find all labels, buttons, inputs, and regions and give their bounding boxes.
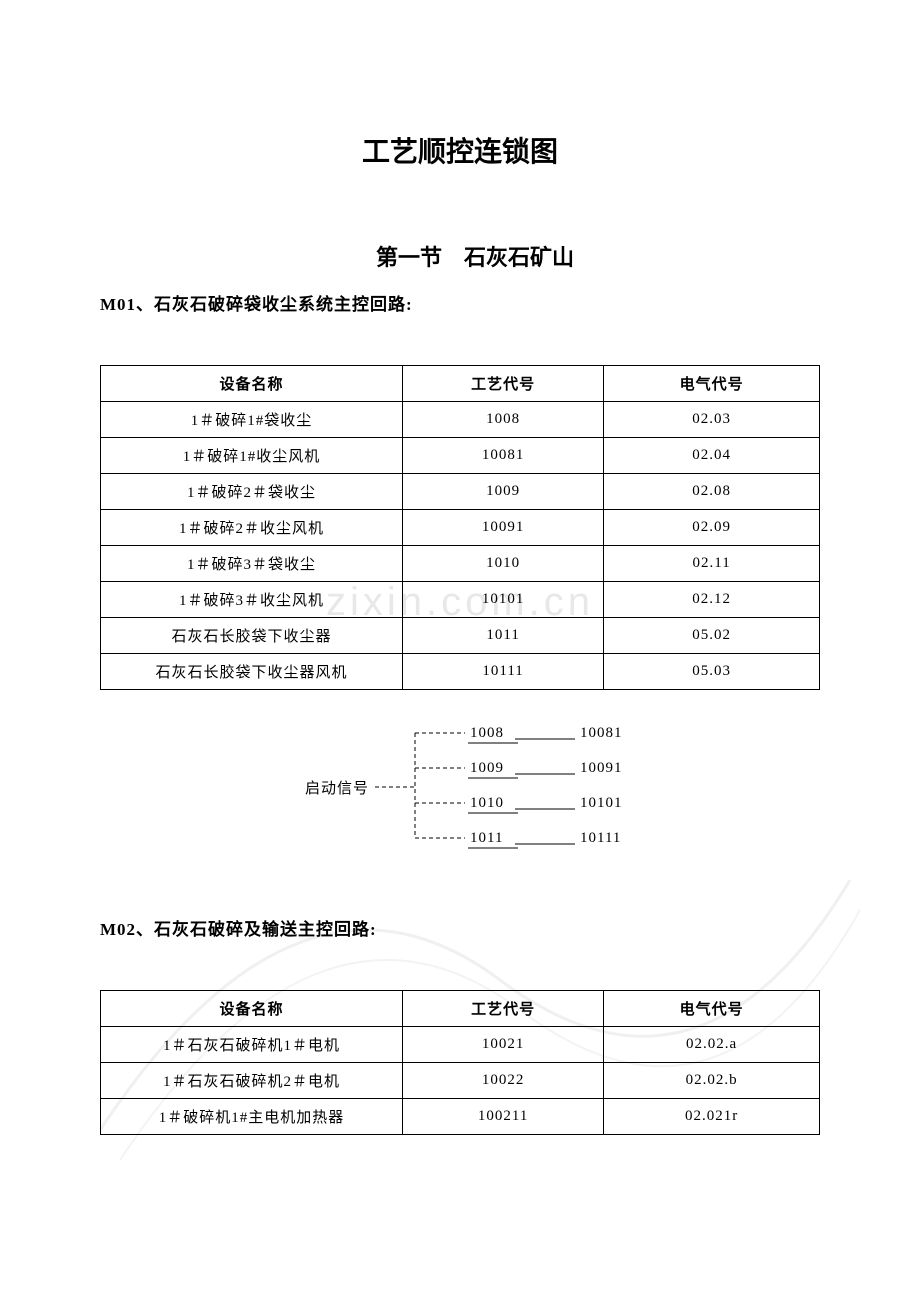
table-cell: 1＃破碎2＃收尘风机 <box>101 510 403 546</box>
section-title: 第一节 石灰石矿山 <box>100 240 820 272</box>
table-cell: 05.03 <box>604 654 820 690</box>
table-cell: 10111 <box>402 654 603 690</box>
table-cell: 02.02.a <box>604 1027 820 1063</box>
table-cell: 1010 <box>402 546 603 582</box>
table-row: 1＃破碎2＃收尘风机1009102.09 <box>101 510 820 546</box>
diagram-lines <box>100 710 820 875</box>
diagram-node: 1009 <box>470 760 504 777</box>
diagram-node: 10101 <box>580 795 623 812</box>
table-cell: 1011 <box>402 618 603 654</box>
table-cell: 10081 <box>402 438 603 474</box>
table-row: 1＃石灰石破碎机2＃电机1002202.02.b <box>101 1063 820 1099</box>
table-row: 1＃破碎1#收尘风机1008102.04 <box>101 438 820 474</box>
table-cell: 02.02.b <box>604 1063 820 1099</box>
col-header-elec: 电气代号 <box>604 366 820 402</box>
table-cell: 1＃破碎3＃袋收尘 <box>101 546 403 582</box>
table-cell: 05.02 <box>604 618 820 654</box>
col-header-proc: 工艺代号 <box>402 366 603 402</box>
diagram-node: 启动信号 <box>305 777 369 798</box>
table-header-row: 设备名称 工艺代号 电气代号 <box>101 366 820 402</box>
table-row: 1＃破碎3＃收尘风机1010102.12 <box>101 582 820 618</box>
table-cell: 10091 <box>402 510 603 546</box>
diagram-node: 10111 <box>580 830 621 847</box>
table-row: 石灰石长胶袋下收尘器101105.02 <box>101 618 820 654</box>
table-cell: 1＃破碎1#袋收尘 <box>101 402 403 438</box>
table-cell: 02.09 <box>604 510 820 546</box>
table-cell: 1008 <box>402 402 603 438</box>
table-cell: 石灰石长胶袋下收尘器风机 <box>101 654 403 690</box>
col-header-name: 设备名称 <box>101 991 403 1027</box>
table-row: 1＃石灰石破碎机1＃电机1002102.02.a <box>101 1027 820 1063</box>
table-row: 1＃破碎2＃袋收尘100902.08 <box>101 474 820 510</box>
table-row: 1＃破碎1#袋收尘100802.03 <box>101 402 820 438</box>
table-cell: 10021 <box>402 1027 603 1063</box>
diagram-node: 1011 <box>470 830 503 847</box>
table-cell: 1＃破碎3＃收尘风机 <box>101 582 403 618</box>
m02-table: 设备名称 工艺代号 电气代号 1＃石灰石破碎机1＃电机1002102.02.a1… <box>100 990 820 1135</box>
table-cell: 02.12 <box>604 582 820 618</box>
diagram-node: 1008 <box>470 725 504 742</box>
table-cell: 02.03 <box>604 402 820 438</box>
table-cell: 1＃破碎1#收尘风机 <box>101 438 403 474</box>
table-header-row: 设备名称 工艺代号 电气代号 <box>101 991 820 1027</box>
table-cell: 1＃石灰石破碎机1＃电机 <box>101 1027 403 1063</box>
m02-heading: M02、石灰石破碎及输送主控回路: <box>100 915 820 940</box>
table-cell: 100211 <box>402 1099 603 1135</box>
table-cell: 1＃破碎机1#主电机加热器 <box>101 1099 403 1135</box>
col-header-name: 设备名称 <box>101 366 403 402</box>
table-cell: 02.11 <box>604 546 820 582</box>
table-cell: 1009 <box>402 474 603 510</box>
col-header-elec: 电气代号 <box>604 991 820 1027</box>
diagram-node: 10091 <box>580 760 623 777</box>
table-cell: 石灰石长胶袋下收尘器 <box>101 618 403 654</box>
table-cell: 1＃石灰石破碎机2＃电机 <box>101 1063 403 1099</box>
m01-heading: M01、石灰石破碎袋收尘系统主控回路: <box>100 290 820 315</box>
flow-diagram: 启动信号 1008 10081 1009 10091 1010 10101 1011 10111 <box>100 710 820 875</box>
diagram-node: 10081 <box>580 725 623 742</box>
table-cell: 02.021r <box>604 1099 820 1135</box>
table-cell: 02.08 <box>604 474 820 510</box>
diagram-node: 1010 <box>470 795 504 812</box>
table-cell: 10101 <box>402 582 603 618</box>
table-cell: 1＃破碎2＃袋收尘 <box>101 474 403 510</box>
document-title: 工艺顺控连锁图 <box>100 130 820 170</box>
table-row: 石灰石长胶袋下收尘器风机1011105.03 <box>101 654 820 690</box>
m01-table: 设备名称 工艺代号 电气代号 1＃破碎1#袋收尘100802.031＃破碎1#收… <box>100 365 820 690</box>
table-row: 1＃破碎机1#主电机加热器10021102.021r <box>101 1099 820 1135</box>
table-cell: 02.04 <box>604 438 820 474</box>
table-row: 1＃破碎3＃袋收尘101002.11 <box>101 546 820 582</box>
col-header-proc: 工艺代号 <box>402 991 603 1027</box>
table-cell: 10022 <box>402 1063 603 1099</box>
